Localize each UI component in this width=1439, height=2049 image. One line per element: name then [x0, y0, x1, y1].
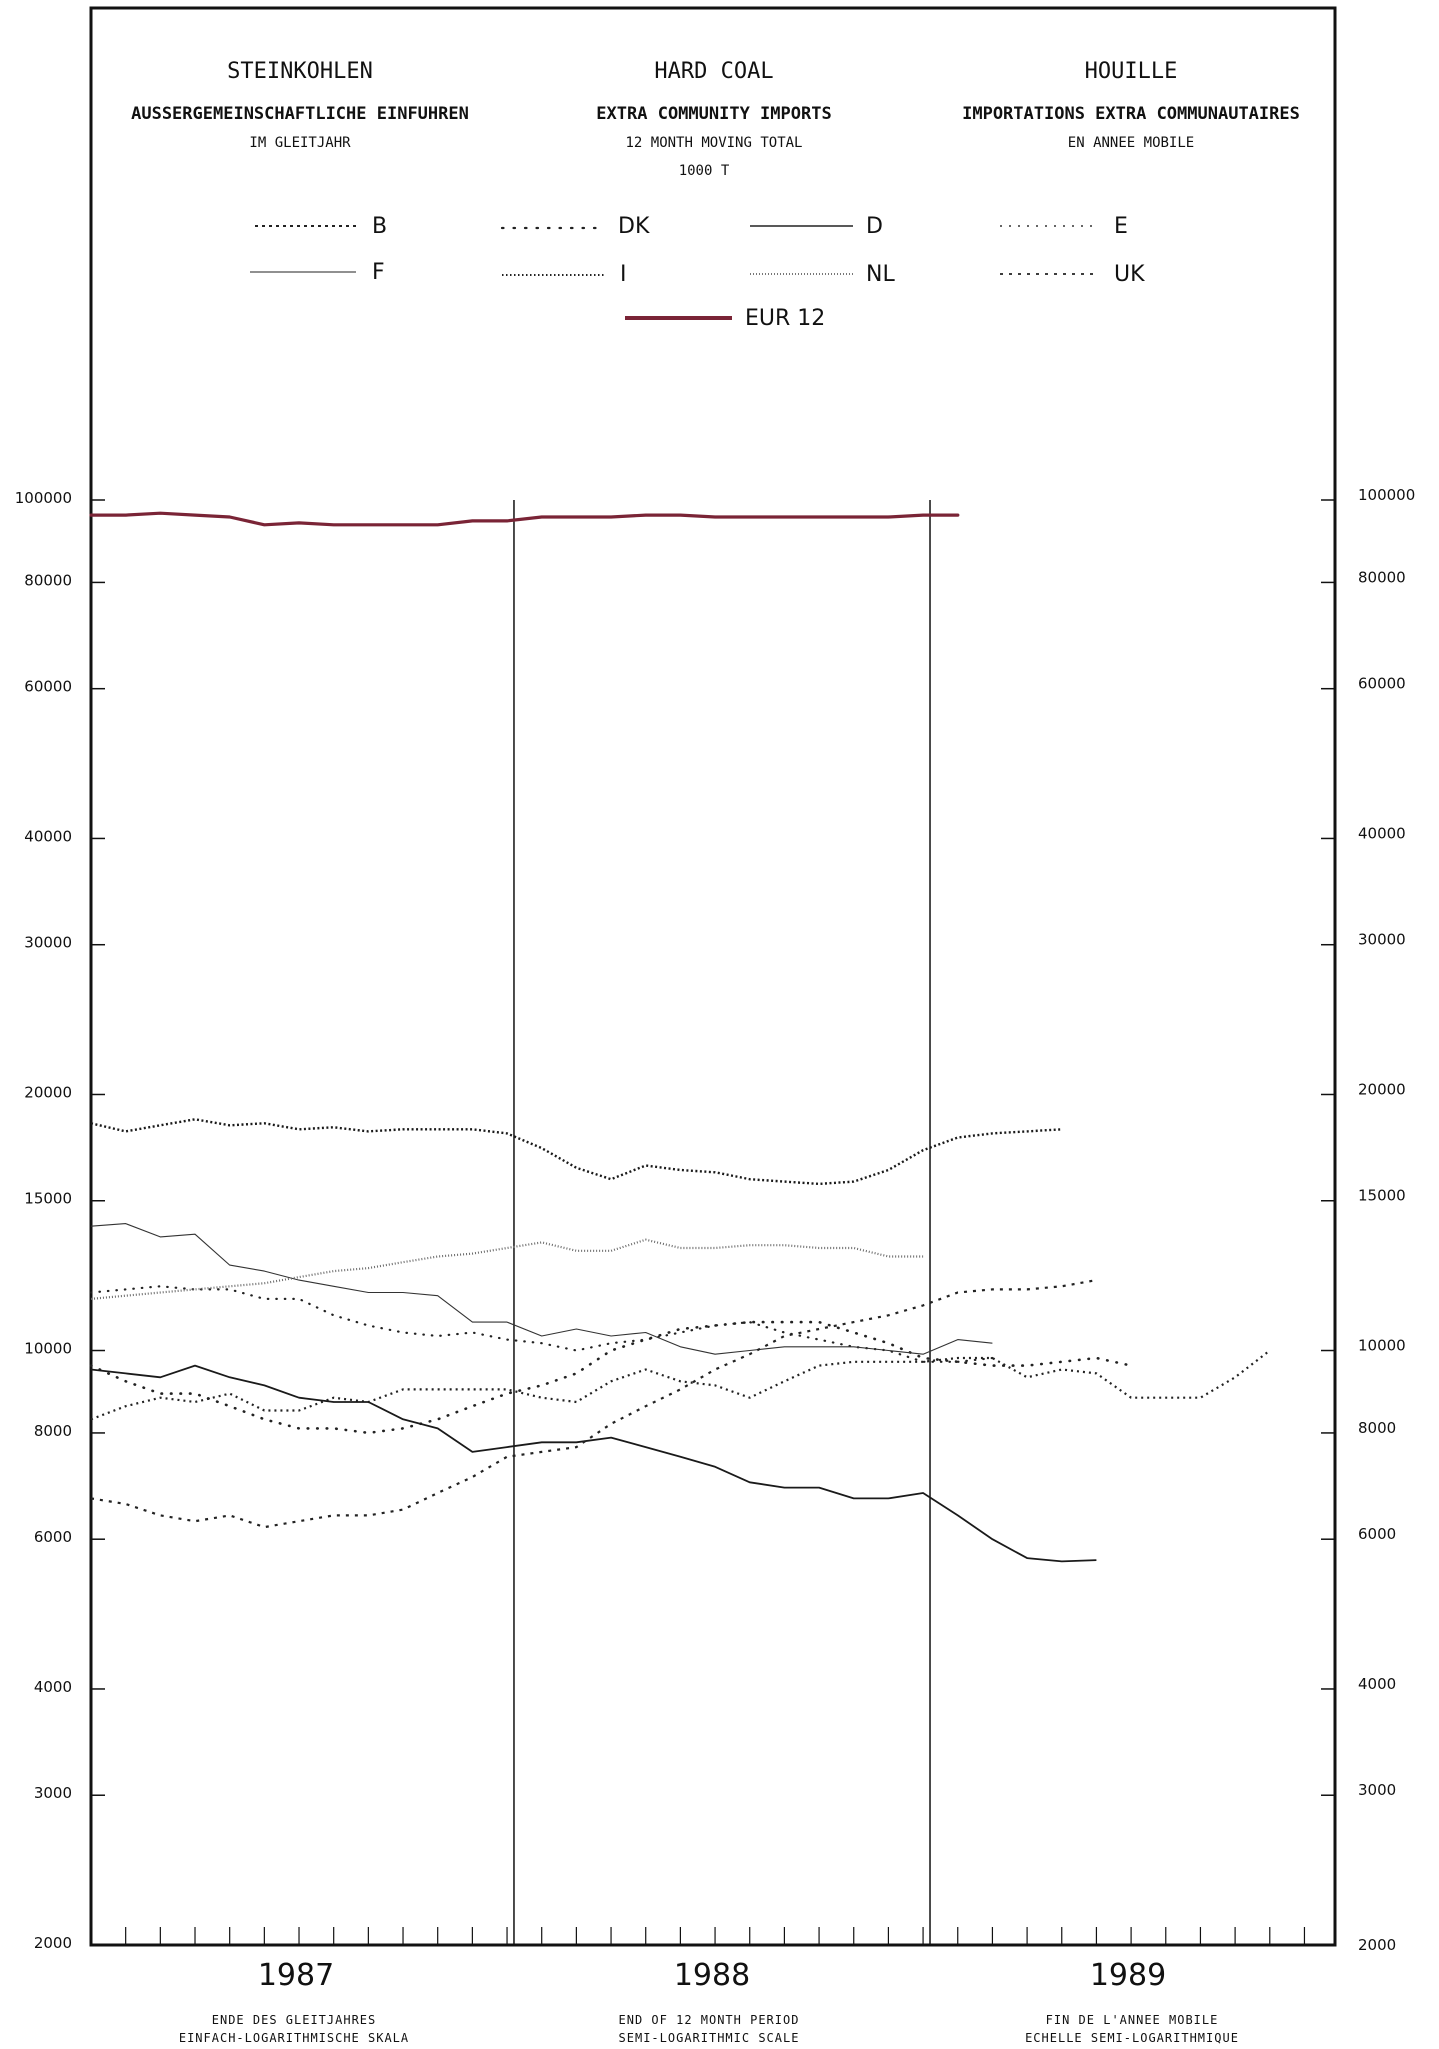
y-tick-label-right: 15000 — [1358, 1187, 1406, 1205]
y-tick-label-right: 4000 — [1358, 1675, 1396, 1693]
series-line-uk — [90, 1279, 1097, 1529]
legend-label-dk: DK — [618, 214, 650, 239]
unit-en: 1000 T — [679, 163, 730, 179]
footer-de-line2: EINFACH-LOGARITHMISCHE SKALA — [179, 2031, 409, 2045]
series-line-dk — [89, 1320, 1133, 1435]
note-en: 12 MONTH MOVING TOTAL — [625, 135, 802, 151]
y-tick-label-right: 6000 — [1358, 1525, 1396, 1543]
legend-label-uk: UK — [1114, 262, 1145, 287]
y-tick-label-right: 20000 — [1358, 1080, 1406, 1098]
series-layer — [89, 511, 1271, 1563]
y-tick-label-left: 6000 — [34, 1528, 72, 1546]
y-tick-label-right: 2000 — [1358, 1936, 1396, 1954]
footer-en-line2: SEMI-LOGARITHMIC SCALE — [619, 2031, 800, 2045]
series-line-f — [90, 1223, 993, 1355]
year-label-1989: 1989 — [1090, 1958, 1166, 1993]
y-tick-label-right: 3000 — [1358, 1781, 1396, 1799]
y-tick-label-left: 40000 — [24, 827, 72, 845]
legend-label-b: B — [372, 214, 387, 239]
title-de: STEINKOHLEN — [227, 59, 373, 84]
y-tick-label-left: 10000 — [24, 1340, 72, 1358]
year-label-1987: 1987 — [258, 1958, 334, 1993]
y-axis: 100000 100000 80000 80000 60000 60000 40000 400… — [15, 486, 1416, 1954]
year-separators — [513, 500, 931, 1945]
y-tick-label-right: 8000 — [1358, 1419, 1396, 1437]
series-line-i — [90, 1118, 1062, 1186]
y-tick-label-left: 80000 — [24, 571, 72, 589]
legend-label-f: F — [372, 260, 385, 285]
legend-label-d: D — [866, 214, 883, 239]
legend: B DK D E F I NL UK EUR 12 — [250, 214, 1145, 331]
footer-de-line1: ENDE DES GLEITJAHRES — [212, 2013, 377, 2027]
footer-fr-line2: ECHELLE SEMI-LOGARITHMIQUE — [1025, 2031, 1239, 2045]
y-tick-label-left: 3000 — [34, 1784, 72, 1802]
series-line-eur12 — [89, 511, 960, 527]
series-line-nl — [90, 1238, 924, 1300]
y-tick-label-left: 60000 — [24, 678, 72, 696]
title-en: HARD COAL — [654, 59, 773, 84]
footer-fr-line1: FIN DE L'ANNEE MOBILE — [1046, 2013, 1219, 2027]
y-tick-label-right: 30000 — [1358, 931, 1406, 949]
plot-frame — [89, 6, 1337, 1947]
year-label-1988: 1988 — [674, 1958, 750, 1993]
subtitle-de: AUSSERGEMEINSCHAFTLICHE EINFUHREN — [131, 104, 469, 124]
y-tick-label-right: 10000 — [1358, 1337, 1406, 1355]
footer-en-line1: END OF 12 MONTH PERIOD — [619, 2013, 800, 2027]
series-line-d — [90, 1364, 1097, 1563]
series-line-e — [89, 1285, 994, 1363]
subtitle-fr: IMPORTATIONS EXTRA COMMUNAUTAIRES — [962, 104, 1300, 124]
y-tick-label-right: 40000 — [1358, 824, 1406, 842]
legend-label-eur12: EUR 12 — [745, 306, 825, 331]
legend-label-i: I — [620, 262, 627, 287]
note-fr: EN ANNEE MOBILE — [1068, 135, 1194, 151]
y-tick-label-right: 80000 — [1358, 568, 1406, 586]
y-tick-label-left: 2000 — [34, 1934, 72, 1952]
note-de: IM GLEITJAHR — [249, 135, 351, 151]
y-tick-label-left: 100000 — [15, 489, 72, 507]
x-axis — [90, 1927, 1306, 1945]
subtitle-en: EXTRA COMMUNITY IMPORTS — [596, 104, 831, 124]
y-tick-label-left: 15000 — [24, 1190, 72, 1208]
legend-label-nl: NL — [866, 262, 895, 287]
y-tick-label-left: 30000 — [24, 934, 72, 952]
legend-label-e: E — [1114, 214, 1128, 239]
y-tick-label-left: 8000 — [34, 1422, 72, 1440]
y-tick-label-right: 60000 — [1358, 675, 1406, 693]
series-line-b — [90, 1349, 1271, 1421]
y-tick-label-right: 100000 — [1358, 486, 1415, 504]
y-tick-label-left: 4000 — [34, 1678, 72, 1696]
y-tick-label-left: 20000 — [24, 1083, 72, 1101]
title-fr: HOUILLE — [1085, 59, 1178, 84]
